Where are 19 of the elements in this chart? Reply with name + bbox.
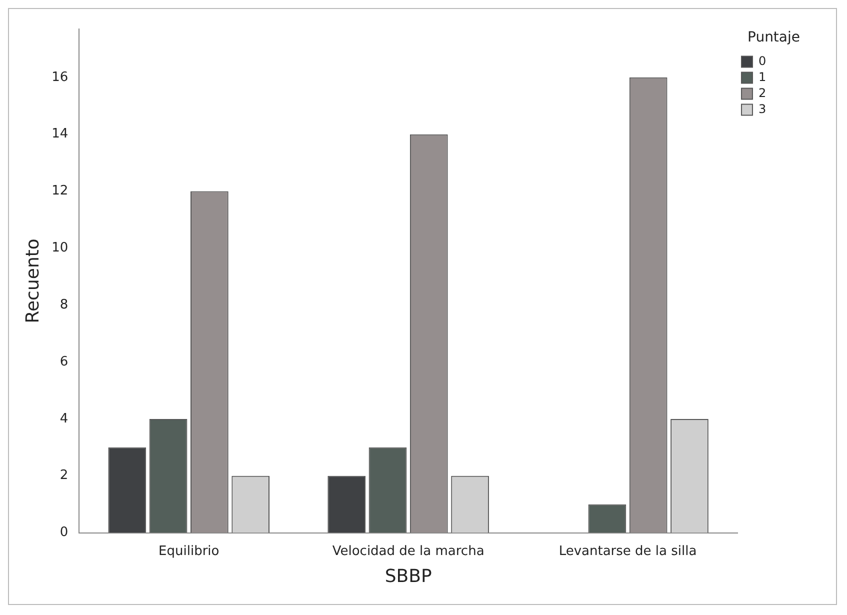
legend-label: 1	[758, 70, 766, 84]
y-tick-label: 14	[52, 126, 68, 142]
y-tick-label: 6	[60, 354, 68, 370]
y-tick-label: 2	[60, 468, 68, 484]
y-tick-label: 4	[60, 411, 68, 426]
y-axis-title: Recuento	[22, 238, 44, 324]
y-tick-label: 0	[60, 525, 68, 540]
x-tick-label: Equilibrio	[158, 544, 220, 559]
y-tick-label: 10	[52, 240, 68, 256]
x-tick-label: Levantarse de la silla	[558, 544, 697, 559]
y-tick-label: 16	[52, 70, 68, 85]
legend-title: Puntaje	[747, 30, 800, 46]
legend-label: 2	[758, 86, 766, 100]
x-tick-label: Velocidad de la marcha	[332, 544, 484, 559]
y-tick-label: 12	[52, 184, 68, 199]
y-tick-label: 8	[60, 297, 68, 312]
legend-label: 0	[758, 54, 766, 68]
legend-label: 3	[758, 102, 766, 116]
x-axis-title: SBBP	[384, 566, 432, 587]
